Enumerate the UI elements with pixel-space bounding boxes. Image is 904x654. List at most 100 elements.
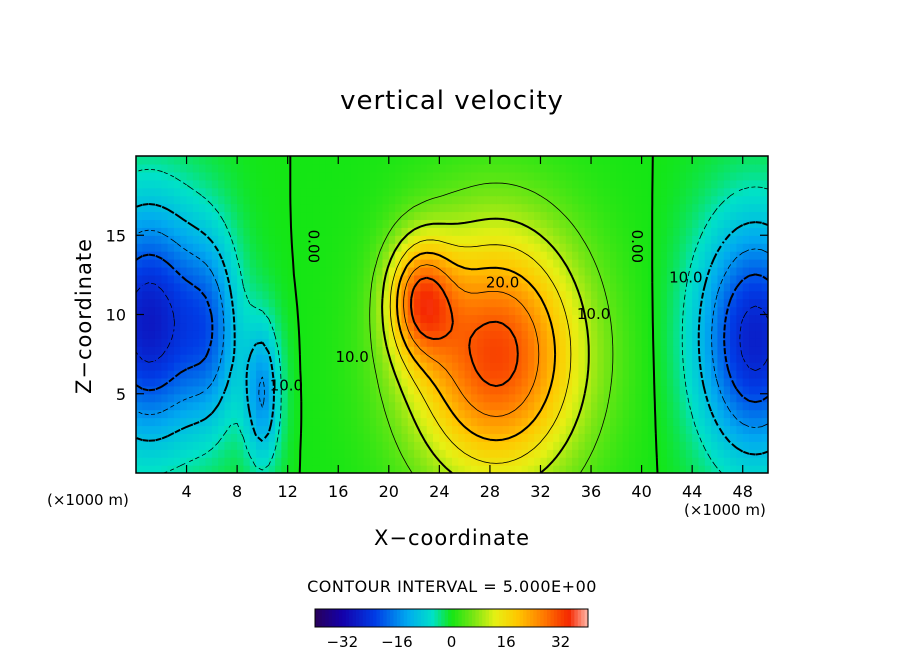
- heatmap-cell: [704, 346, 712, 355]
- heatmap-cell: [527, 409, 535, 419]
- heatmap-cell: [540, 417, 548, 427]
- heatmap-cell: [502, 203, 510, 213]
- heatmap-cell: [199, 409, 207, 419]
- heatmap-cell: [603, 377, 611, 387]
- heatmap-cell: [300, 465, 308, 473]
- heatmap-cell: [376, 195, 384, 205]
- heatmap-cell: [572, 243, 579, 252]
- heatmap-cell: [167, 163, 175, 173]
- heatmap-cell: [268, 441, 276, 450]
- heatmap-cell: [572, 195, 579, 205]
- heatmap-cell: [521, 330, 529, 339]
- heatmap-cell: [161, 259, 169, 268]
- heatmap-cell: [420, 235, 428, 244]
- heatmap-cell: [167, 393, 175, 403]
- heatmap-cell: [610, 187, 617, 197]
- heatmap-cell: [331, 314, 339, 324]
- heatmap-cell: [597, 251, 605, 260]
- heatmap-cell: [136, 314, 143, 324]
- heatmap-cell: [502, 266, 510, 276]
- heatmap-cell: [673, 171, 681, 181]
- heatmap-cell: [666, 227, 674, 236]
- heatmap-cell: [433, 203, 440, 213]
- heatmap-cell: [439, 235, 447, 244]
- heatmap-cell: [319, 369, 327, 379]
- heatmap-cell: [489, 203, 497, 213]
- heatmap-cell: [755, 298, 763, 308]
- heatmap-cell: [622, 259, 630, 268]
- heatmap-cell: [591, 211, 598, 220]
- contour-label: 10.0: [335, 348, 368, 366]
- heatmap-cell: [249, 441, 257, 450]
- heatmap-cell: [540, 306, 548, 316]
- heatmap-cell: [464, 441, 472, 450]
- heatmap-cell: [515, 243, 523, 252]
- heatmap-cell: [597, 441, 605, 450]
- heatmap-cell: [489, 314, 497, 324]
- heatmap-cell: [369, 385, 377, 395]
- heatmap-cell: [388, 401, 396, 411]
- heatmap-cell: [357, 409, 365, 419]
- heatmap-cell: [186, 274, 194, 284]
- heatmap-cell: [331, 433, 339, 442]
- heatmap-cell: [294, 465, 301, 473]
- heatmap-cell: [401, 298, 409, 308]
- heatmap-cell: [470, 441, 478, 450]
- heatmap-cell: [331, 156, 339, 165]
- heatmap-cell: [730, 187, 737, 197]
- heatmap-cell: [546, 282, 554, 292]
- heatmap-cell: [312, 259, 320, 268]
- heatmap-cell: [591, 290, 598, 300]
- heatmap-cell: [540, 330, 548, 339]
- heatmap-cell: [382, 290, 390, 300]
- heatmap-cell: [192, 203, 200, 213]
- heatmap-cell: [312, 362, 320, 371]
- heatmap-cell: [540, 441, 548, 450]
- heatmap-cell: [679, 417, 687, 427]
- heatmap-cell: [647, 163, 655, 173]
- heatmap-cell: [647, 179, 655, 189]
- heatmap-cell: [218, 322, 226, 331]
- heatmap-cell: [584, 171, 592, 181]
- heatmap-cell: [262, 306, 270, 316]
- heatmap-cell: [540, 179, 548, 189]
- heatmap-cell: [180, 187, 188, 197]
- heatmap-cell: [553, 346, 561, 355]
- heatmap-cell: [591, 156, 598, 165]
- heatmap-cell: [515, 306, 523, 316]
- heatmap-cell: [761, 298, 768, 308]
- heatmap-cell: [761, 211, 768, 220]
- heatmap-cell: [142, 298, 150, 308]
- heatmap-cell: [357, 314, 365, 324]
- heatmap-cell: [243, 211, 251, 220]
- heatmap-cell: [300, 330, 308, 339]
- heatmap-cell: [578, 211, 586, 220]
- colorbar-swatch: [574, 609, 579, 627]
- heatmap-cell: [458, 282, 466, 292]
- heatmap-cell: [666, 330, 674, 339]
- heatmap-cell: [534, 457, 542, 466]
- heatmap-cell: [717, 156, 725, 165]
- heatmap-cell: [249, 330, 257, 339]
- heatmap-cell: [331, 227, 339, 236]
- heatmap-cell: [723, 449, 731, 458]
- heatmap-cell: [477, 409, 485, 419]
- heatmap-cell: [300, 187, 308, 197]
- heatmap-cell: [180, 377, 188, 387]
- heatmap-cell: [199, 346, 207, 355]
- heatmap-cell: [730, 409, 737, 419]
- heatmap-cell: [628, 306, 636, 316]
- heatmap-cell: [508, 338, 516, 347]
- heatmap-cell: [237, 211, 245, 220]
- heatmap-cell: [572, 203, 579, 213]
- heatmap-cell: [622, 251, 630, 260]
- heatmap-cell: [749, 187, 756, 197]
- heatmap-cell: [559, 449, 567, 458]
- heatmap-cell: [211, 346, 219, 355]
- heatmap-cell: [515, 195, 523, 205]
- heatmap-cell: [692, 306, 700, 316]
- heatmap-cell: [502, 314, 510, 324]
- heatmap-cell: [660, 156, 668, 165]
- heatmap-cell: [325, 401, 333, 411]
- heatmap-cell: [489, 282, 497, 292]
